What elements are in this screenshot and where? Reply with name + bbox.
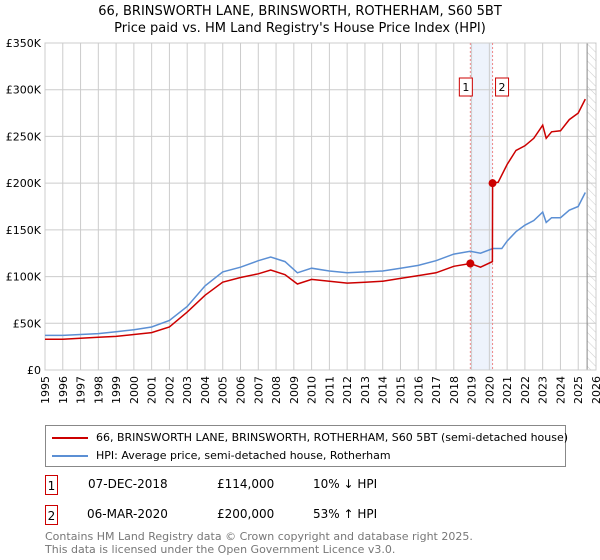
x-tick-label: 2010 — [306, 376, 319, 404]
marker-badge — [458, 77, 473, 97]
hpi-line — [45, 192, 586, 337]
marker-badge: 1 — [45, 475, 58, 495]
footer: Contains HM Land Registry data © Crown c… — [45, 530, 473, 556]
transaction-price: £200,000 — [217, 507, 275, 521]
x-tick-label: 2014 — [377, 376, 390, 404]
y-tick-label: £0 — [27, 364, 41, 377]
legend-swatch-blue — [52, 454, 88, 457]
property-price-line — [45, 98, 586, 340]
x-tick-label: 2019 — [466, 376, 479, 404]
legend: 66, BRINSWORTH LANE, BRINSWORTH, ROTHERH… — [45, 425, 568, 467]
legend-swatch-red — [52, 436, 88, 439]
x-tick-label: 2013 — [359, 376, 372, 404]
y-tick-label: £350K — [6, 37, 42, 50]
y-tick-label: £150K — [6, 224, 42, 237]
x-tick-label: 2023 — [537, 376, 550, 404]
x-tick-label: 2018 — [448, 376, 461, 404]
y-tick-label: £300K — [6, 84, 42, 97]
x-tick-label: 2021 — [501, 376, 514, 404]
x-tick-label: 2002 — [163, 376, 176, 404]
chart-title: 66, BRINSWORTH LANE, BRINSWORTH, ROTHERH… — [98, 4, 502, 19]
chart-subtitle: Price paid vs. HM Land Registry's House … — [114, 21, 486, 36]
sale-period-band — [470, 43, 493, 370]
marker-label: 2 — [499, 81, 506, 94]
x-tick-label: 1999 — [110, 376, 123, 404]
legend-label: 66, BRINSWORTH LANE, BRINSWORTH, ROTHERH… — [96, 431, 569, 444]
x-tick-label: 2008 — [270, 376, 283, 404]
legend-item-hpi: HPI: Average price, semi-detached house,… — [52, 449, 391, 462]
transaction-price: £114,000 — [217, 477, 275, 491]
marker-badge — [495, 77, 510, 97]
x-tick-label: 2020 — [483, 376, 496, 404]
transaction-date: 06-MAR-2020 — [87, 507, 168, 521]
transaction-date: 07-DEC-2018 — [88, 477, 168, 491]
x-tick-label: 1997 — [75, 376, 88, 404]
marker-badge: 2 — [45, 505, 58, 525]
y-tick-label: £50K — [13, 317, 42, 330]
price-chart: 1995 1996 1997 1998 1999 2000 2001 2002 2003 2004… — [6, 37, 600, 404]
x-tick-label: 2007 — [252, 376, 265, 404]
forecast-hatch — [587, 43, 596, 370]
legend-item-property: 66, BRINSWORTH LANE, BRINSWORTH, ROTHERH… — [52, 431, 568, 444]
footer-licence: This data is licensed under the Open Gov… — [45, 543, 396, 556]
marker-label: 1 — [462, 81, 469, 94]
x-tick-label: 1998 — [92, 376, 105, 404]
y-tick-label: £100K — [6, 271, 42, 284]
sale-point — [466, 259, 475, 268]
footer-copyright: Contains HM Land Registry data © Crown c… — [45, 530, 473, 543]
x-tick-label: 2003 — [181, 376, 194, 404]
x-tick-label: 2005 — [217, 376, 230, 404]
sale-point — [488, 179, 497, 188]
transaction-hpi: 53% ↑ HPI — [313, 507, 378, 521]
x-tick-label: 2017 — [430, 376, 443, 404]
x-tick-label: 2011 — [323, 376, 336, 404]
transaction-hpi: 10% ↓ HPI — [313, 477, 378, 491]
x-tick-label: 2001 — [146, 376, 159, 404]
x-tick-label: 2024 — [554, 376, 567, 404]
x-tick-label: 2006 — [235, 376, 248, 404]
x-tick-label: 2004 — [199, 376, 212, 404]
x-tick-label: 2012 — [341, 376, 354, 404]
x-tick-label: 1996 — [57, 376, 70, 404]
x-tick-label: 2016 — [412, 376, 425, 404]
y-tick-label: £250K — [6, 130, 42, 143]
x-tick-label: 2022 — [519, 376, 532, 404]
x-tick-label: 2025 — [572, 376, 585, 404]
x-tick-label: 2000 — [128, 376, 141, 404]
x-tick-label: 1995 — [39, 376, 52, 404]
x-tick-label: 2009 — [288, 376, 301, 404]
legend-label: HPI: Average price, semi-detached house,… — [96, 449, 391, 462]
x-tick-label: 2015 — [394, 376, 407, 404]
y-tick-label: £200K — [6, 177, 42, 190]
x-tick-label: 2026 — [590, 376, 600, 404]
plot-border — [44, 42, 597, 371]
